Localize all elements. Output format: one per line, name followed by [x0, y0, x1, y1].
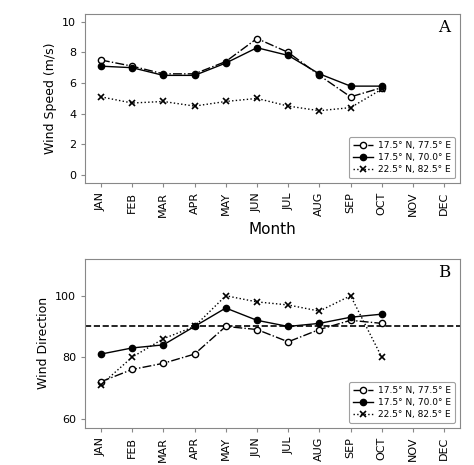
17.5° N, 77.5° E [317, 327, 322, 332]
17.5° N, 70.0° E [379, 312, 384, 317]
17.5° N, 77.5° E [379, 85, 384, 91]
17.5° N, 70.0° E [191, 324, 197, 329]
17.5° N, 77.5° E [223, 324, 228, 329]
22.5° N, 82.5° E [129, 100, 135, 106]
17.5° N, 70.0° E [317, 71, 322, 77]
22.5° N, 82.5° E [317, 108, 322, 113]
22.5° N, 82.5° E [223, 99, 228, 104]
22.5° N, 82.5° E [254, 96, 260, 101]
22.5° N, 82.5° E [98, 382, 104, 388]
17.5° N, 77.5° E [254, 327, 260, 332]
22.5° N, 82.5° E [379, 86, 384, 92]
17.5° N, 77.5° E [285, 339, 291, 345]
22.5° N, 82.5° E [254, 299, 260, 305]
17.5° N, 70.0° E [254, 45, 260, 51]
17.5° N, 70.0° E [348, 83, 354, 89]
X-axis label: Month: Month [249, 222, 296, 238]
17.5° N, 77.5° E [161, 360, 166, 366]
17.5° N, 77.5° E [379, 320, 384, 326]
17.5° N, 70.0° E [161, 342, 166, 348]
22.5° N, 82.5° E [285, 103, 291, 109]
Y-axis label: Wind Direction: Wind Direction [37, 297, 50, 389]
17.5° N, 77.5° E [223, 59, 228, 64]
Legend: 17.5° N, 77.5° E, 17.5° N, 70.0° E, 22.5° N, 82.5° E: 17.5° N, 77.5° E, 17.5° N, 70.0° E, 22.5… [349, 137, 455, 179]
17.5° N, 77.5° E [285, 50, 291, 55]
17.5° N, 70.0° E [379, 83, 384, 89]
22.5° N, 82.5° E [129, 354, 135, 360]
17.5° N, 70.0° E [223, 60, 228, 66]
17.5° N, 70.0° E [254, 318, 260, 323]
22.5° N, 82.5° E [285, 302, 291, 308]
Line: 22.5° N, 82.5° E: 22.5° N, 82.5° E [98, 86, 385, 114]
17.5° N, 70.0° E [317, 320, 322, 326]
22.5° N, 82.5° E [348, 293, 354, 299]
17.5° N, 77.5° E [98, 57, 104, 63]
Line: 17.5° N, 77.5° E: 17.5° N, 77.5° E [98, 35, 385, 100]
22.5° N, 82.5° E [317, 308, 322, 314]
17.5° N, 77.5° E [317, 73, 322, 78]
22.5° N, 82.5° E [98, 94, 104, 100]
Y-axis label: Wind Speed (m/s): Wind Speed (m/s) [44, 43, 57, 154]
Text: A: A [438, 19, 450, 36]
17.5° N, 77.5° E [129, 63, 135, 69]
Line: 17.5° N, 70.0° E: 17.5° N, 70.0° E [98, 45, 385, 89]
22.5° N, 82.5° E [191, 324, 197, 329]
17.5° N, 77.5° E [98, 379, 104, 385]
17.5° N, 77.5° E [348, 318, 354, 323]
17.5° N, 70.0° E [285, 324, 291, 329]
17.5° N, 77.5° E [191, 351, 197, 357]
17.5° N, 70.0° E [285, 53, 291, 58]
Line: 17.5° N, 77.5° E: 17.5° N, 77.5° E [98, 317, 385, 385]
22.5° N, 82.5° E [223, 293, 228, 299]
Text: B: B [438, 264, 450, 281]
22.5° N, 82.5° E [161, 99, 166, 104]
17.5° N, 77.5° E [129, 367, 135, 372]
17.5° N, 70.0° E [348, 314, 354, 320]
22.5° N, 82.5° E [161, 336, 166, 341]
Line: 22.5° N, 82.5° E: 22.5° N, 82.5° E [98, 292, 385, 388]
17.5° N, 77.5° E [254, 36, 260, 41]
22.5° N, 82.5° E [191, 103, 197, 109]
17.5° N, 70.0° E [223, 305, 228, 311]
22.5° N, 82.5° E [379, 354, 384, 360]
17.5° N, 77.5° E [348, 94, 354, 100]
17.5° N, 70.0° E [98, 351, 104, 357]
17.5° N, 70.0° E [129, 345, 135, 351]
17.5° N, 70.0° E [191, 73, 197, 78]
17.5° N, 70.0° E [129, 65, 135, 71]
Legend: 17.5° N, 77.5° E, 17.5° N, 70.0° E, 22.5° N, 82.5° E: 17.5° N, 77.5° E, 17.5° N, 70.0° E, 22.5… [349, 382, 455, 423]
Line: 17.5° N, 70.0° E: 17.5° N, 70.0° E [98, 305, 385, 357]
17.5° N, 70.0° E [161, 73, 166, 78]
22.5° N, 82.5° E [348, 105, 354, 110]
17.5° N, 70.0° E [98, 63, 104, 69]
17.5° N, 77.5° E [191, 71, 197, 77]
17.5° N, 77.5° E [161, 71, 166, 77]
